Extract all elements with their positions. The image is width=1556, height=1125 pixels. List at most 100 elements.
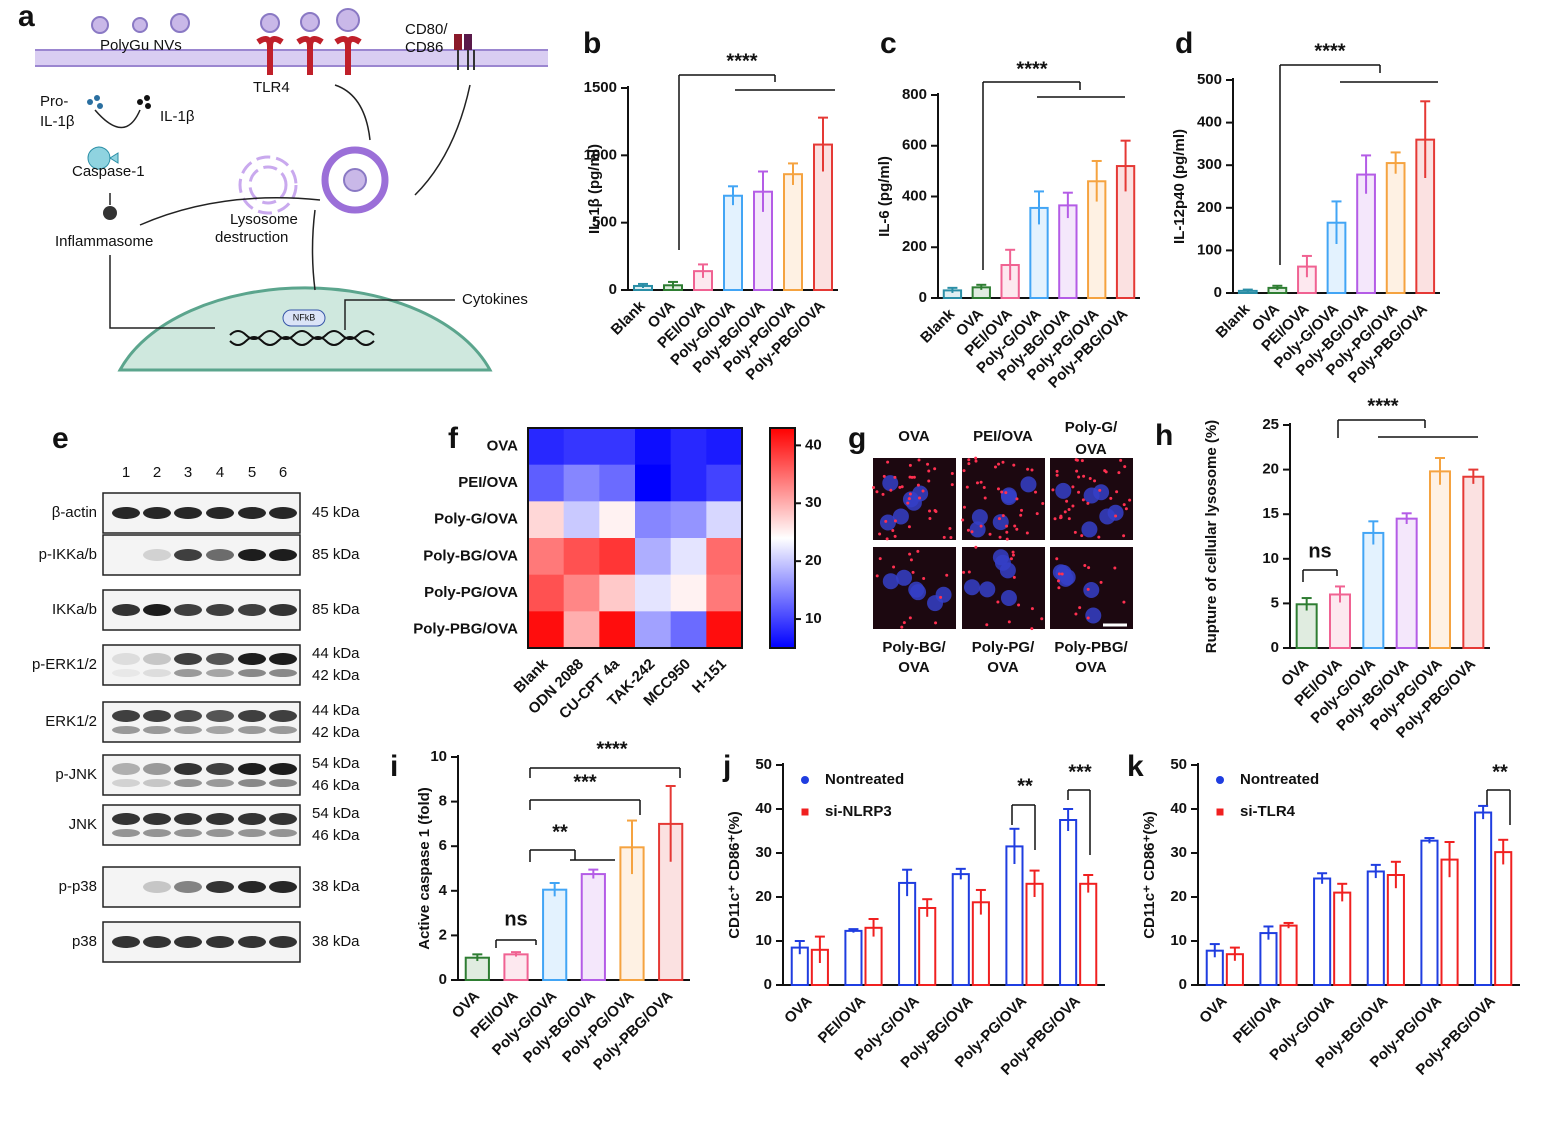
lysosome-stain	[875, 574, 879, 578]
blot-band	[143, 726, 171, 734]
heatmap-cell	[528, 611, 565, 649]
bar	[1366, 870, 1385, 986]
significance-label: **	[1017, 775, 1033, 797]
blot-band	[269, 549, 297, 561]
heatmap-cell	[563, 538, 600, 576]
label: Caspase-1	[72, 163, 145, 180]
lysosome-stain	[934, 621, 938, 625]
y-tick-label: 0	[919, 289, 927, 306]
heatmap-cell	[528, 574, 565, 612]
nucleus-stain	[1055, 482, 1072, 499]
heatmap-cell	[599, 574, 636, 612]
bar	[918, 907, 937, 986]
blot-size-label: 42 kDa	[312, 724, 360, 741]
tlr4-receptors	[256, 35, 362, 75]
nucleus-stain	[1001, 489, 1018, 506]
colorbar-tick-label: 30	[805, 494, 822, 511]
blot-band	[269, 604, 297, 616]
lysosome-stain	[1009, 557, 1013, 561]
heatmap-cell	[706, 611, 743, 649]
panel-label: h	[1155, 419, 1173, 452]
blot-band	[174, 726, 202, 734]
blot-band	[206, 710, 234, 722]
lane-label: 4	[216, 464, 224, 481]
blot-frame	[102, 754, 301, 796]
y-tick-label: 10	[1262, 550, 1279, 567]
pro-il1b-dots	[87, 95, 103, 109]
bar	[1395, 517, 1418, 649]
blot-band	[269, 726, 297, 734]
heatmap-cell	[563, 611, 600, 649]
lysosome-stain	[950, 472, 954, 476]
heatmap-cell	[528, 464, 565, 502]
nucleus-stain	[992, 514, 1009, 531]
bar	[1058, 204, 1078, 300]
lysosome-stain	[1017, 603, 1021, 607]
lysosome-stain	[1073, 530, 1077, 534]
blot-band	[238, 669, 266, 677]
y-tick-label: 0	[1214, 284, 1222, 301]
lane-label: 2	[153, 464, 161, 481]
panel-label: c	[880, 27, 897, 60]
heatmap-cell	[528, 501, 565, 539]
nucleus-stain	[908, 581, 925, 598]
lysosome-stain	[1057, 586, 1061, 590]
blot-band	[174, 604, 202, 616]
lysosome-stain	[996, 600, 1000, 604]
lysosome-stain	[1119, 458, 1123, 462]
heatmap-cell	[599, 501, 636, 539]
heatmap-cell	[670, 574, 707, 612]
lysosome-stain	[1011, 550, 1015, 554]
bar	[1025, 882, 1044, 986]
blot-size-label: 54 kDa	[312, 805, 360, 822]
bar	[951, 873, 970, 986]
blot-band	[206, 726, 234, 734]
y-tick-label: 5	[1271, 594, 1279, 611]
blot-band	[238, 936, 266, 948]
nucleus-stain	[882, 573, 899, 590]
blot-band	[269, 653, 297, 665]
lysosome-stain	[878, 532, 882, 536]
nfkb-box	[282, 309, 326, 327]
lysosome-stain	[1123, 465, 1127, 469]
y-tick-label: 10	[1170, 932, 1187, 949]
heatmap-cell	[635, 611, 672, 649]
blot-band	[143, 936, 171, 948]
y-tick-label: 30	[1170, 844, 1187, 861]
y-tick-label: 500	[1197, 71, 1222, 88]
blot-band	[238, 763, 266, 775]
heatmap-cell	[670, 611, 707, 649]
blot-band	[112, 653, 140, 665]
blot-size-label: 42 kDa	[312, 667, 360, 684]
internalized-np	[343, 168, 367, 192]
lysosome-stain	[1015, 527, 1019, 531]
heatmap-cell	[706, 538, 743, 576]
label: CD86	[405, 39, 443, 56]
lysosome-stain	[1086, 501, 1090, 505]
lysosome-stain	[933, 467, 937, 471]
y-tick-label: 400	[902, 187, 927, 204]
heatmap-cell	[635, 538, 672, 576]
label: destruction	[215, 229, 288, 246]
lysosome-stain	[885, 537, 889, 541]
lysosome-stain	[1077, 475, 1081, 479]
lysosome-stain	[1026, 467, 1030, 471]
lysosome-stain	[967, 458, 971, 462]
significance-label: ns	[504, 908, 527, 930]
y-tick-label: 8	[439, 793, 447, 810]
blot-band	[174, 549, 202, 561]
significance-label: ***	[1068, 761, 1092, 783]
lysosome-stain	[1077, 490, 1081, 494]
lysosome-stain	[985, 623, 989, 627]
nucleus-stain	[1000, 589, 1017, 606]
lysosome-stain	[1122, 534, 1126, 538]
lysosome-stain	[902, 621, 906, 625]
y-tick-label: 20	[1170, 888, 1187, 905]
blot-row-label: β-actin	[52, 504, 97, 521]
panel-label: j	[722, 750, 731, 783]
heatmap-cell	[706, 464, 743, 502]
blot-band	[206, 936, 234, 948]
label: Cytokines	[462, 291, 528, 308]
x-tick-label: OVA	[781, 993, 815, 1027]
lysosome-stain	[1082, 474, 1086, 478]
